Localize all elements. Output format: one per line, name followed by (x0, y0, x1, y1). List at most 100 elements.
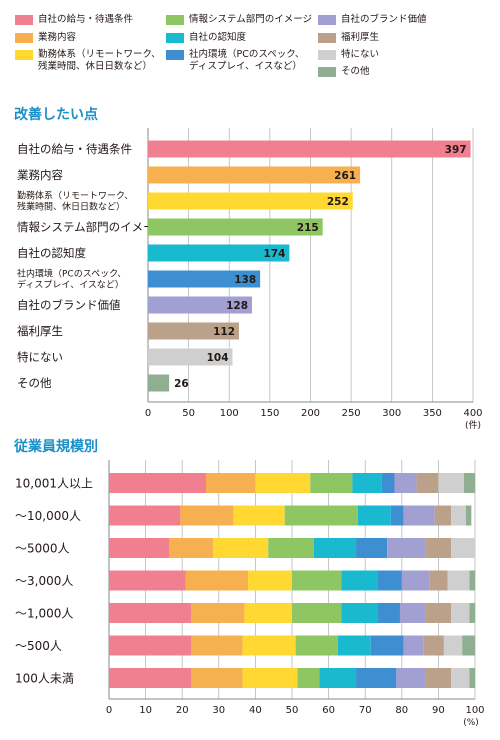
category-label: ～500人 (15, 639, 62, 653)
stacked-segment (396, 668, 426, 688)
category-label: 福利厚生 (17, 324, 63, 338)
section-title-improvements: 改善したい点 (14, 107, 98, 123)
category-label: 業務内容 (17, 168, 63, 182)
legend-swatch (15, 15, 33, 25)
bar (148, 140, 471, 158)
bar-value-label: 397 (445, 144, 467, 156)
stacked-segment (451, 505, 466, 526)
legend-label: 福利厚生 (341, 32, 380, 43)
legend-swatch (318, 15, 336, 25)
category-label: 自社の認知度 (17, 246, 86, 260)
legend-label: 自社のブランド価値 (341, 14, 427, 25)
stacked-segment (465, 505, 472, 526)
legend-swatch (318, 33, 336, 43)
stacked-segment (416, 473, 439, 493)
stacked-segment (297, 668, 320, 688)
stacked-segment (310, 473, 353, 493)
stacked-segment (425, 538, 452, 558)
stacked-segment (169, 538, 214, 558)
stacked-segment (451, 603, 470, 623)
stacked-segment (341, 603, 379, 623)
stacked-segment (451, 538, 475, 558)
category-label: 自社の給与・待遇条件 (17, 142, 132, 156)
legend-item: 社内環境（PCのスペック、 ディスプレイ、イスなど） (166, 49, 304, 73)
category-label: ～10,000人 (15, 509, 81, 523)
legend-item: その他 (318, 66, 370, 78)
x-tick-label: 10 (139, 705, 152, 716)
stacked-segment (180, 505, 234, 526)
bar (148, 218, 323, 236)
stacked-segment (423, 635, 444, 656)
legend-swatch (15, 33, 33, 43)
stacked-segment (403, 635, 424, 656)
stacked-segment (319, 668, 357, 688)
legend-item: 自社の認知度 (166, 32, 246, 44)
legend-swatch (166, 50, 184, 60)
x-tick-label: 150 (260, 408, 279, 419)
legend-label: 情報システム部門のイメージ (189, 14, 313, 25)
bar (148, 192, 353, 210)
bar (148, 322, 239, 340)
bar (148, 166, 361, 184)
stacked-segment (337, 635, 371, 656)
stacked-segment (191, 635, 243, 656)
stacked-segment (191, 668, 243, 688)
bar-value-label: 128 (226, 300, 248, 312)
stacked-segment (447, 570, 470, 591)
stacked-segment (268, 538, 314, 558)
legend: 自社の給与・待遇条件 業務内容 勤務体系（リモートワーク、 残業時間、休日日数な… (0, 0, 500, 90)
stacked-segment (185, 570, 249, 591)
bar (148, 270, 261, 288)
stacked-segment (425, 668, 452, 688)
category-label: 特にない (17, 350, 63, 364)
stacked-segment (205, 473, 256, 493)
legend-label: 業務内容 (38, 32, 77, 43)
bar (148, 348, 233, 366)
stacked-segment (394, 473, 417, 493)
stacked-segment (370, 635, 404, 656)
x-unit-label: (%) (463, 718, 479, 728)
stacked-segment (399, 603, 426, 623)
stacked-segment (387, 538, 426, 558)
legend-swatch (318, 50, 336, 60)
stacked-segment (109, 635, 192, 656)
x-tick-label: 0 (145, 408, 151, 419)
legend-label: 特にない (341, 49, 380, 60)
stacked-segment (352, 473, 382, 493)
improvements-bar-chart: 0 50 100 150 200 250 300 350 400(件) 自社の給与・待遇条件 397… (17, 128, 483, 431)
category-label: 勤務体系（リモートワーク、残業時間、休日日数など） (17, 190, 133, 213)
category-label: 社内環境（PCのスペック、ディスプレイ、イスなど） (17, 268, 126, 291)
x-tick-label: 50 (182, 408, 195, 419)
stacked-segment (244, 603, 292, 623)
stacked-segment (109, 505, 181, 526)
stacked-segment (295, 635, 338, 656)
stacked-segment (109, 570, 186, 591)
legend-item: 福利厚生 (318, 32, 379, 44)
category-label: 情報システム部門のイメージ (17, 220, 166, 234)
bar (148, 296, 252, 314)
legend-item: 勤務体系（リモートワーク、 残業時間、休日日数など） (15, 49, 161, 73)
category-label: その他 (17, 376, 52, 390)
x-tick-label: 30 (212, 705, 225, 716)
x-tick-label: 200 (301, 408, 320, 419)
x-tick-label: 20 (176, 705, 189, 716)
stacked-segment (443, 635, 463, 656)
stacked-segment (403, 505, 435, 526)
stacked-segment (242, 668, 298, 688)
x-tick-label: 400 (463, 408, 482, 419)
stacked-segment (357, 505, 391, 526)
x-tick-label: 100 (465, 705, 484, 716)
bar-value-label: 261 (334, 170, 356, 182)
legend-swatch (166, 15, 184, 25)
x-tick-label: 40 (249, 705, 262, 716)
stacked-segment (248, 570, 292, 591)
x-tick-label: 250 (342, 408, 361, 419)
stacked-segment (378, 603, 400, 623)
stacked-segment (434, 505, 452, 526)
stacked-segment (284, 505, 358, 526)
category-label: ～1,000人 (15, 606, 73, 620)
stacked-segment (213, 538, 269, 558)
stacked-segment (255, 473, 311, 493)
stacked-segment (292, 603, 342, 623)
x-tick-label: 80 (395, 705, 408, 716)
